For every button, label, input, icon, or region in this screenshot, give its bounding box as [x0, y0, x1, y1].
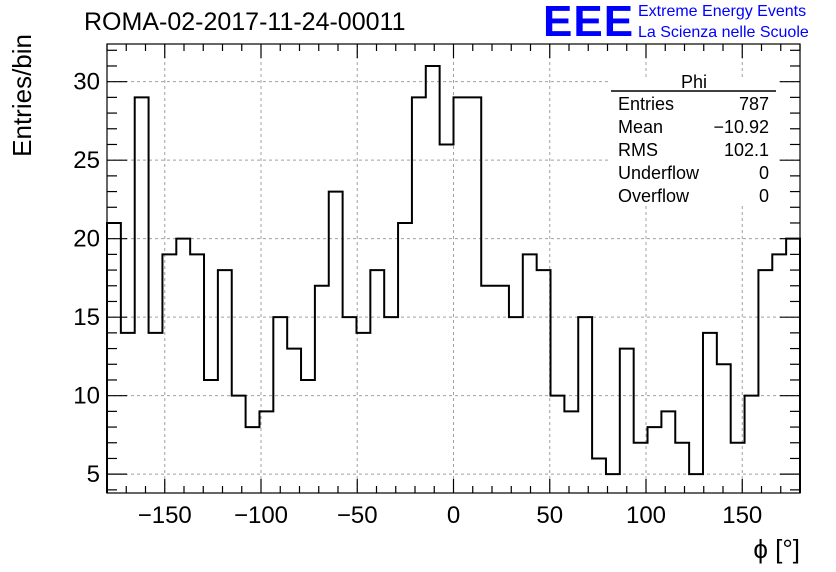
x-tick-label: 150: [722, 502, 762, 529]
y-axis-label: Entries/bin: [7, 34, 37, 157]
x-axis-label: ϕ [°]: [753, 534, 800, 564]
stats-value: 102.1: [724, 140, 769, 160]
stats-label: RMS: [618, 140, 658, 160]
y-tick-label: 5: [87, 461, 100, 488]
brand-line-1: Extreme Energy Events: [638, 3, 807, 20]
y-tick-label: 20: [73, 226, 100, 253]
stats-label: Overflow: [618, 186, 690, 206]
axis-ticks: [106, 44, 801, 493]
y-tick-labels: 5 10 15 20 25 30: [73, 69, 100, 488]
stats-value: −10.92: [713, 117, 769, 137]
stats-value: 0: [759, 186, 769, 206]
y-tick-label: 25: [73, 147, 100, 174]
y-tick-label: 15: [73, 304, 100, 331]
stats-value: 0: [759, 163, 769, 183]
brand-line-2: La Scienza nelle Scuole: [638, 24, 809, 41]
y-tick-label: 30: [73, 69, 100, 96]
stats-label: Underflow: [618, 163, 700, 183]
x-tick-label: −150: [138, 502, 192, 529]
eee-logo: EEE: [543, 0, 635, 46]
stats-box: Phi Entries 787 Mean −10.92 RMS 102.1 Underflo…: [611, 72, 776, 206]
x-tick-label: 50: [536, 502, 563, 529]
stats-value: 787: [739, 94, 769, 114]
stats-label: Mean: [618, 117, 663, 137]
stats-label: Entries: [618, 94, 674, 114]
run-title: ROMA-02-2017-11-24-00011: [84, 8, 406, 36]
x-tick-label: −50: [337, 502, 378, 529]
histogram-outline: [106, 64, 801, 493]
x-tick-labels: −150 −100 −50 0 50 100 150: [138, 502, 763, 529]
stats-title: Phi: [681, 72, 707, 92]
x-tick-label: 100: [626, 502, 666, 529]
x-tick-label: 0: [447, 502, 460, 529]
y-tick-label: 10: [73, 383, 100, 410]
x-tick-label: −100: [234, 502, 288, 529]
